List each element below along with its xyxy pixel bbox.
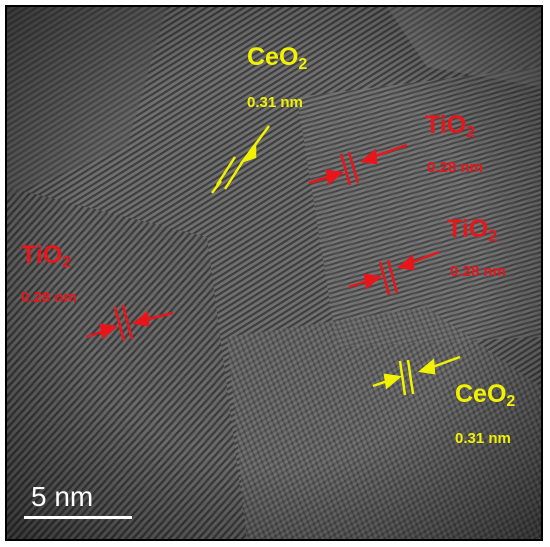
hrtem-micrograph <box>7 7 541 539</box>
tio2-middle-label: TiO2 <box>447 215 498 245</box>
tio2-top-spacing: 0.28 nm <box>427 159 483 176</box>
micrograph-frame: CeO2 0.31 nm TiO2 0.28 nm TiO2 0.28 nm T… <box>5 5 543 541</box>
ceo2-top-marker <box>211 125 271 194</box>
tio2-left-spacing: 0.28 nm <box>21 289 77 306</box>
tio2-top-marker <box>308 143 408 186</box>
scale-bar-label: 5 nm <box>31 481 94 512</box>
tio2-middle-marker <box>348 250 440 296</box>
ceo2-bottom-label: CeO2 <box>455 380 516 410</box>
ceo2-bottom-spacing: 0.31 nm <box>455 430 511 447</box>
tio2-left-label: TiO2 <box>21 241 72 271</box>
scale-bar <box>24 516 132 519</box>
ceo2-bottom-marker <box>372 355 461 396</box>
ceo2-top-label: CeO2 <box>247 43 308 73</box>
tio2-top-label: TiO2 <box>425 111 476 141</box>
ceo2-top-spacing: 0.31 nm <box>247 94 303 111</box>
tio2-middle-spacing: 0.28 nm <box>450 263 506 280</box>
tio2-left-marker <box>86 304 174 342</box>
